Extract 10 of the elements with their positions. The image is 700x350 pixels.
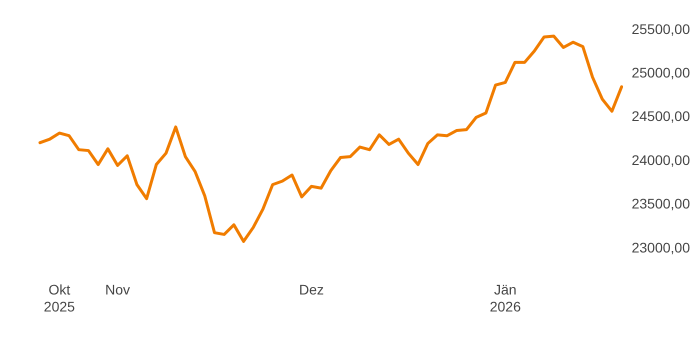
x-tick-label: Jän 2026	[490, 282, 522, 314]
x-tick-label: Dez	[298, 282, 324, 298]
y-tick-label: 23000,00	[632, 239, 690, 256]
x-tick-label: Nov	[105, 282, 130, 298]
y-tick-label: 24000,00	[632, 152, 690, 168]
y-tick-label: 25500,00	[632, 20, 690, 37]
x-tick-label: Okt 2025	[44, 282, 76, 314]
y-tick-label: 23500,00	[632, 196, 690, 212]
y-tick-label: 25000,00	[632, 64, 690, 81]
y-tick-label: 24500,00	[632, 108, 690, 124]
